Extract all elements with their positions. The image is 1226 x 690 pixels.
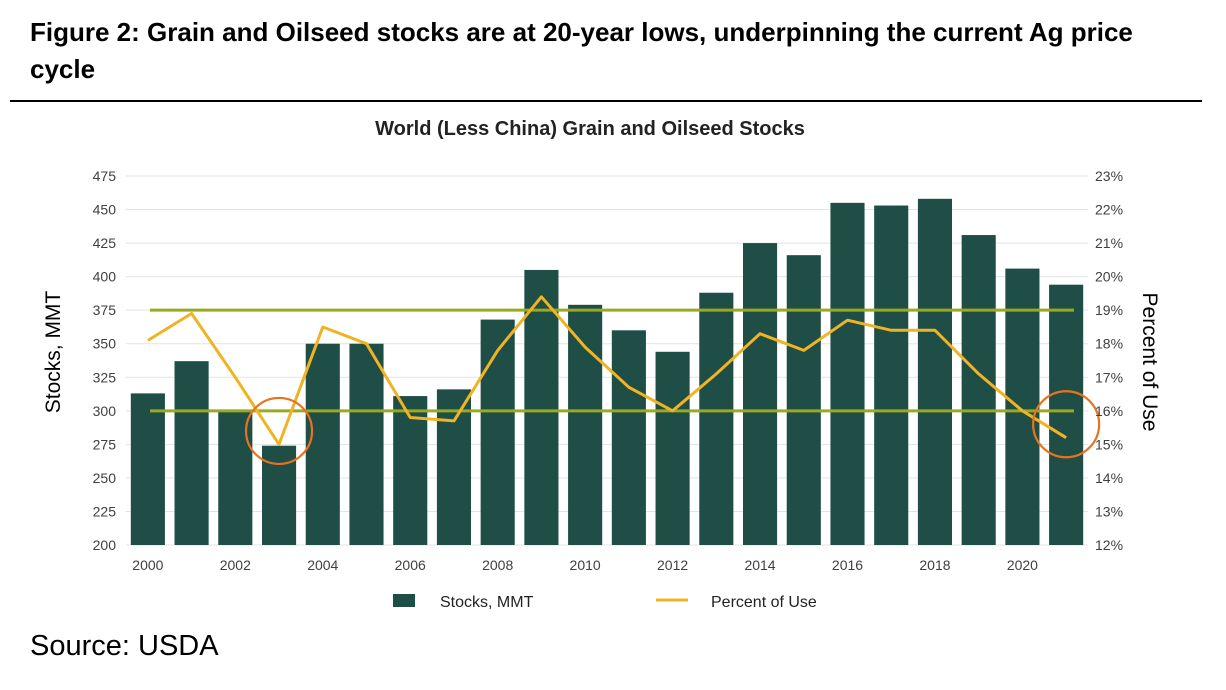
- bars: [130, 198, 1084, 546]
- y-tick-label: 425: [93, 235, 117, 251]
- left-axis-ticks: 200 225 250 275 300 325 350 375 400 425 450 475: [93, 168, 117, 553]
- x-tick-label: 2010: [570, 557, 601, 573]
- bar: [349, 343, 384, 545]
- x-tick-label: 2006: [395, 557, 426, 573]
- bar: [1049, 284, 1084, 545]
- bar: [174, 361, 209, 545]
- x-tick-label: 2016: [832, 557, 863, 573]
- y-tick-label: 200: [93, 537, 117, 553]
- bar: [130, 393, 165, 545]
- y2-tick-label: 12%: [1095, 537, 1123, 553]
- highlight-circles: [244, 390, 1101, 466]
- legend: Stocks, MMT Percent of Use: [393, 594, 817, 611]
- y-tick-label: 250: [93, 470, 117, 486]
- y2-tick-label: 20%: [1095, 269, 1123, 285]
- y2-tick-label: 17%: [1095, 369, 1123, 385]
- highlight-circle: [1032, 390, 1101, 459]
- x-tick-label: 2004: [307, 557, 338, 573]
- figure-title: Figure 2: Grain and Oilseed stocks are a…: [30, 17, 1133, 84]
- bar: [568, 304, 603, 545]
- x-tick-label: 2002: [220, 557, 251, 573]
- source-note: Source: USDA: [30, 630, 219, 662]
- chart-title: World (Less China) Grain and Oilseed Sto…: [375, 118, 805, 140]
- y-tick-label: 475: [93, 168, 117, 184]
- y-tick-label: 400: [93, 269, 117, 285]
- x-tick-label: 2008: [482, 557, 513, 573]
- y-tick-label: 350: [93, 336, 117, 352]
- y-tick-label: 225: [93, 503, 117, 519]
- legend-label-stocks: Stocks, MMT: [440, 594, 534, 611]
- bar: [611, 330, 646, 545]
- bar: [917, 198, 953, 545]
- highlight-circle: [244, 396, 314, 466]
- right-axis-title: Percent of Use: [1138, 293, 1161, 432]
- bar: [480, 319, 515, 545]
- y-tick-label: 375: [93, 302, 117, 318]
- y-tick-label: 300: [93, 403, 117, 419]
- y2-tick-label: 18%: [1095, 336, 1123, 352]
- x-tick-label: 2012: [657, 557, 688, 573]
- x-tick-label: 2014: [744, 557, 775, 573]
- bar: [961, 235, 996, 546]
- percent-of-use-line: [147, 295, 1067, 446]
- y2-tick-label: 15%: [1095, 436, 1123, 452]
- legend-label-percent: Percent of Use: [711, 594, 817, 611]
- y2-tick-label: 23%: [1095, 168, 1123, 184]
- bar: [218, 409, 253, 545]
- title-divider: [10, 100, 1202, 102]
- y2-tick-label: 22%: [1095, 202, 1123, 218]
- y2-tick-label: 14%: [1095, 470, 1123, 486]
- bar: [305, 343, 340, 545]
- y2-tick-label: 19%: [1095, 302, 1123, 318]
- left-axis-title: Stocks, MMT: [42, 291, 65, 414]
- right-axis-ticks: 12% 13% 14% 15% 16% 17% 18% 19% 20% 21% 22% 23%: [1095, 168, 1123, 553]
- legend-swatch-stocks: [393, 594, 415, 607]
- bar: [830, 202, 865, 545]
- bar: [1005, 268, 1040, 545]
- bar: [742, 243, 778, 545]
- x-tick-label: 2018: [919, 557, 950, 573]
- bar: [874, 205, 909, 545]
- bar: [524, 269, 559, 545]
- bar: [655, 351, 690, 545]
- x-axis-ticks: 2000 2002 2004 2006 2008 2010 2012 2014 2016 2018…: [132, 557, 1038, 573]
- y2-tick-label: 16%: [1095, 403, 1123, 419]
- bar: [699, 292, 734, 545]
- bar: [393, 396, 428, 545]
- y-tick-label: 325: [93, 369, 117, 385]
- y-tick-label: 275: [93, 436, 117, 452]
- percent-line: [147, 295, 1067, 446]
- y-tick-label: 450: [93, 202, 117, 218]
- bar: [786, 255, 821, 545]
- bar: [436, 389, 472, 545]
- x-tick-label: 2020: [1007, 557, 1038, 573]
- y2-tick-label: 21%: [1095, 235, 1123, 251]
- x-tick-label: 2000: [132, 557, 163, 573]
- y2-tick-label: 13%: [1095, 503, 1123, 519]
